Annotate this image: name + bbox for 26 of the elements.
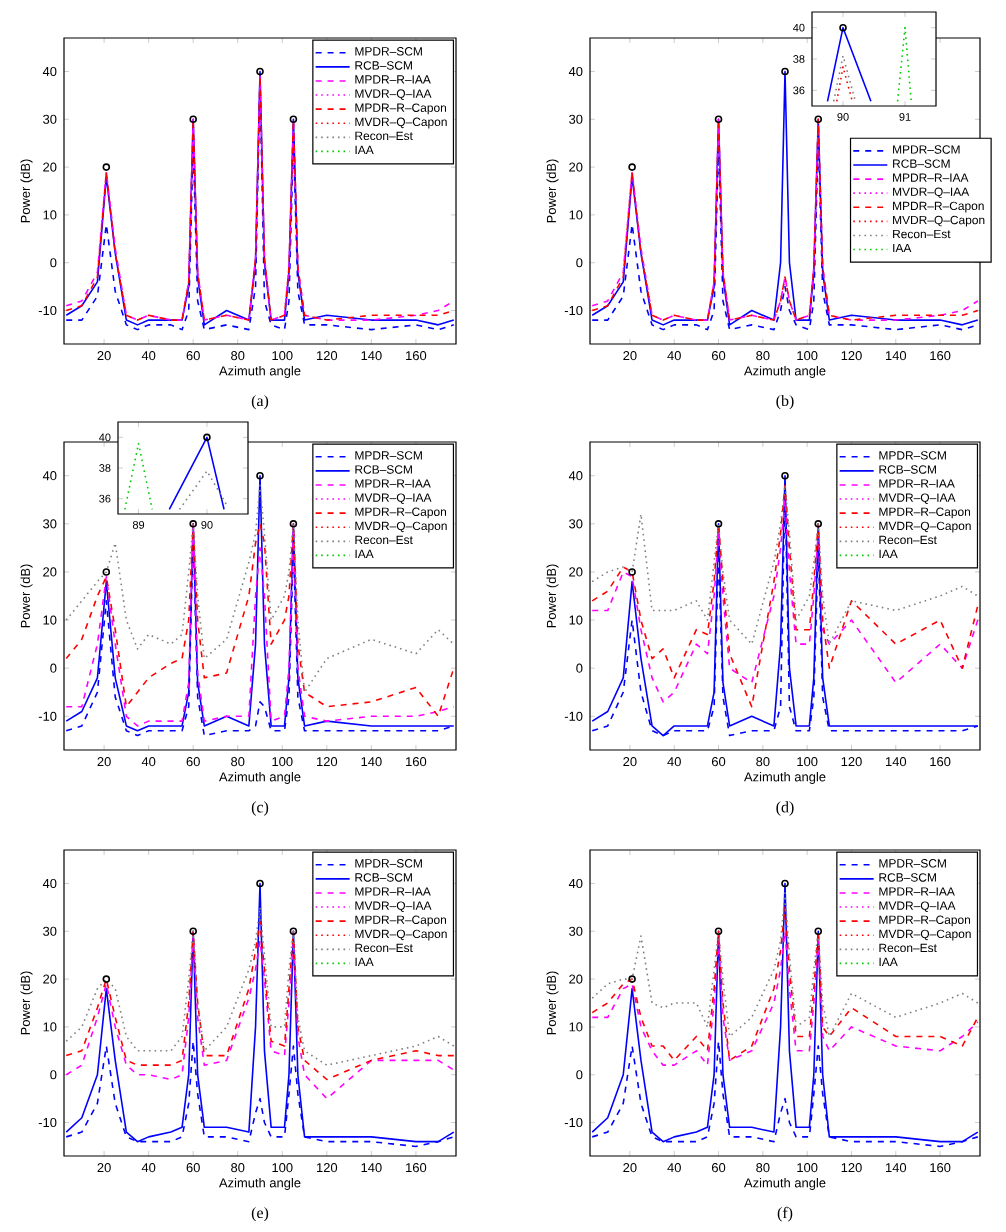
point <box>102 568 111 576</box>
point <box>814 927 823 936</box>
point <box>189 115 197 124</box>
line-series <box>591 892 979 1038</box>
point <box>628 163 636 171</box>
point <box>781 471 789 480</box>
point <box>289 927 298 936</box>
point <box>814 115 823 124</box>
point <box>714 927 723 936</box>
point <box>628 568 636 576</box>
point <box>102 975 111 983</box>
point <box>714 115 723 124</box>
point <box>814 520 823 528</box>
point <box>781 67 789 76</box>
point <box>256 879 264 888</box>
point <box>102 163 111 171</box>
point <box>289 115 298 124</box>
point <box>256 471 264 480</box>
line-series <box>591 930 979 1066</box>
point <box>628 975 636 983</box>
point <box>289 520 298 528</box>
point <box>256 67 264 76</box>
point <box>189 927 197 936</box>
point <box>189 520 197 528</box>
point <box>714 520 723 528</box>
point <box>781 879 789 888</box>
